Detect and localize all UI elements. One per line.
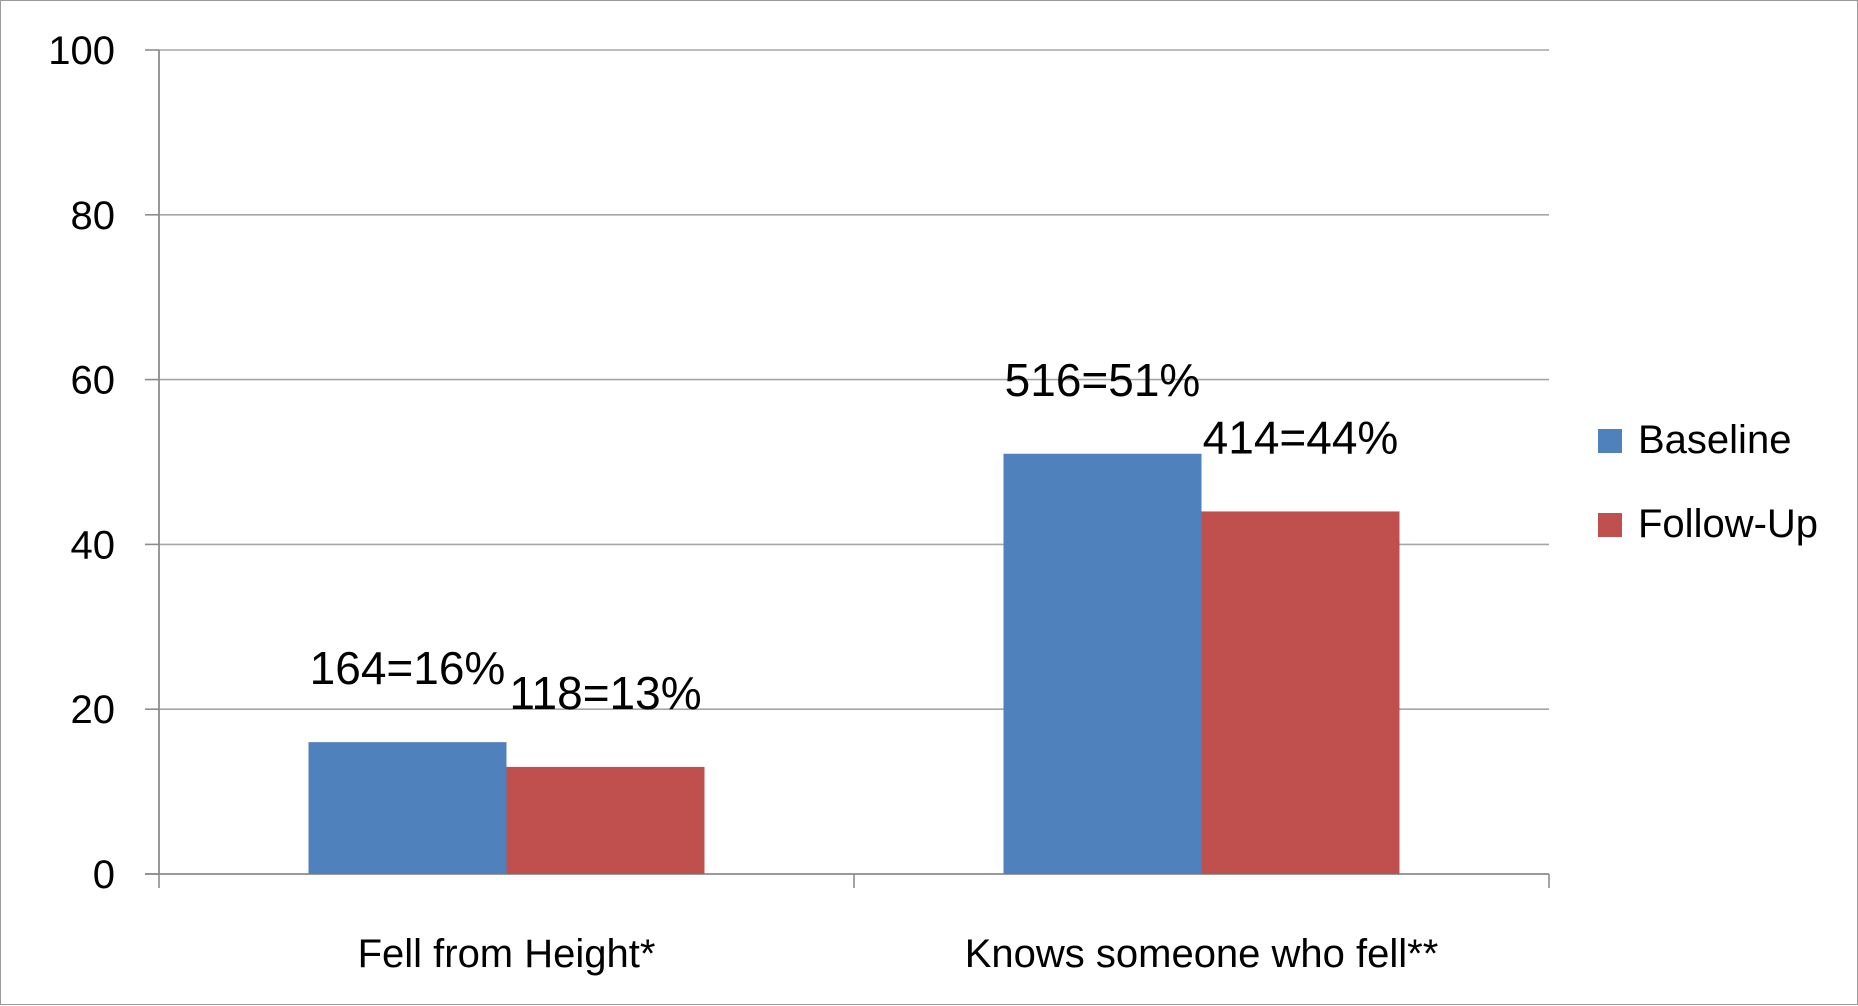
y-tick-label: 20 bbox=[71, 688, 116, 732]
data-label: 118=13% bbox=[509, 667, 701, 719]
legend-label: Baseline bbox=[1638, 418, 1791, 462]
y-tick-label: 40 bbox=[71, 523, 116, 567]
y-tick-label: 80 bbox=[71, 194, 116, 238]
bar-baseline bbox=[1003, 453, 1202, 874]
legend-swatch bbox=[1598, 429, 1622, 453]
bar-follow-up bbox=[1201, 511, 1400, 874]
x-category-label: Fell from Height* bbox=[358, 932, 656, 976]
data-label: 516=51% bbox=[1005, 354, 1201, 406]
bar-follow-up bbox=[506, 766, 705, 874]
bar-baseline bbox=[308, 742, 507, 874]
data-label: 414=44% bbox=[1203, 411, 1399, 463]
y-tick-label: 100 bbox=[48, 29, 115, 73]
y-tick-label: 60 bbox=[71, 359, 116, 403]
y-tick-label: 0 bbox=[93, 853, 115, 897]
legend-swatch bbox=[1598, 513, 1622, 537]
data-label: 164=16% bbox=[310, 642, 506, 694]
x-category-label: Knows someone who fell** bbox=[965, 932, 1439, 976]
legend-label: Follow-Up bbox=[1638, 502, 1818, 546]
